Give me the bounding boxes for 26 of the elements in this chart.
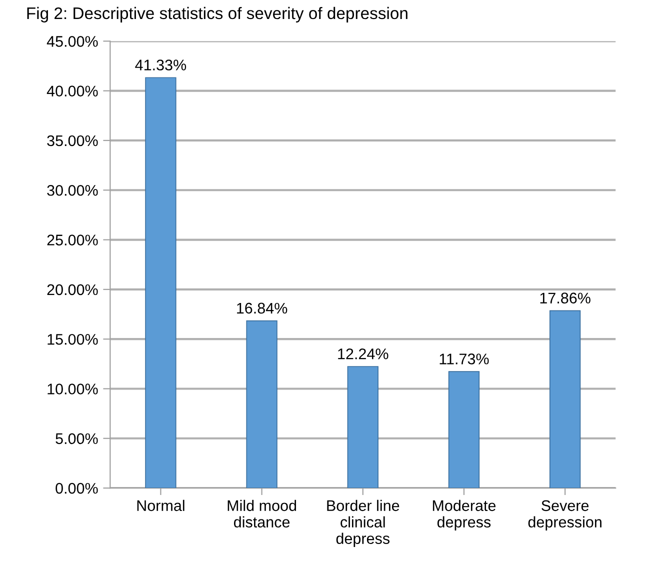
data-label: 11.73% [440,354,489,364]
y-tick-label: 10.00% [48,384,98,394]
bar [347,366,378,488]
y-tick-label: 15.00% [48,334,98,345]
x-tick-label: Normal [137,500,184,512]
bar [448,371,480,488]
x-tick-label: Mild mood distance [228,500,296,528]
y-tick-label: 25.00% [47,234,98,246]
y-tick-label: 35.00% [47,135,98,146]
chart-title: Fig 2: Descriptive statistics of severity of depression [27,6,408,22]
x-tick-label: Border line clinical depress [327,500,400,547]
y-tick-label: 0.00% [56,482,98,494]
data-label: 12.24% [338,348,388,360]
y-tick-label: 20.00% [47,284,98,296]
x-tick-label: Moderate depress [432,500,496,531]
y-tick-label: 5.00% [56,433,98,444]
y-tick-label: 30.00% [47,184,98,196]
data-label: 17.86% [540,292,590,304]
bar [549,310,581,488]
y-tick-label: 40.00% [46,86,98,96]
data-label: 41.33% [135,60,186,70]
y-tick-label: 45.00% [46,36,98,47]
bar [246,320,278,488]
data-label: 16.84% [237,302,288,314]
bar [145,77,176,488]
x-tick-label: Severe depression [528,500,602,531]
